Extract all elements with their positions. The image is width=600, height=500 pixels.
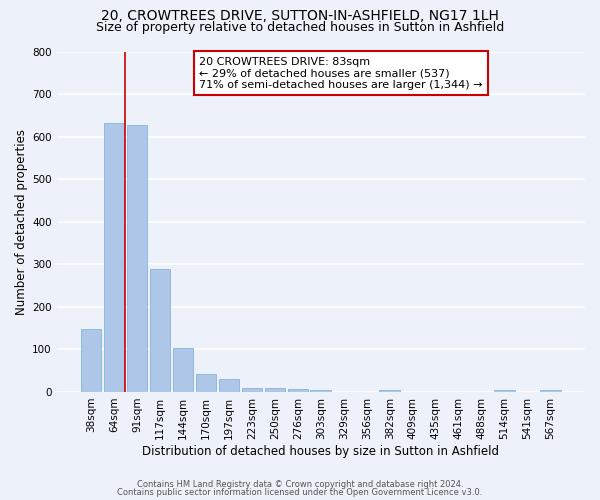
- Bar: [310, 390, 331, 392]
- Bar: [242, 388, 262, 392]
- Text: Contains public sector information licensed under the Open Government Licence v3: Contains public sector information licen…: [118, 488, 482, 497]
- Bar: [173, 348, 193, 392]
- Text: Contains HM Land Registry data © Crown copyright and database right 2024.: Contains HM Land Registry data © Crown c…: [137, 480, 463, 489]
- Bar: [218, 379, 239, 392]
- Bar: [127, 125, 148, 392]
- Bar: [287, 388, 308, 392]
- Bar: [149, 270, 170, 392]
- X-axis label: Distribution of detached houses by size in Sutton in Ashfield: Distribution of detached houses by size …: [142, 444, 499, 458]
- Bar: [80, 329, 101, 392]
- Bar: [196, 374, 216, 392]
- Bar: [104, 123, 124, 392]
- Bar: [494, 390, 515, 392]
- Y-axis label: Number of detached properties: Number of detached properties: [15, 128, 28, 314]
- Text: 20 CROWTREES DRIVE: 83sqm
← 29% of detached houses are smaller (537)
71% of semi: 20 CROWTREES DRIVE: 83sqm ← 29% of detac…: [199, 56, 483, 90]
- Bar: [379, 390, 400, 392]
- Text: 20, CROWTREES DRIVE, SUTTON-IN-ASHFIELD, NG17 1LH: 20, CROWTREES DRIVE, SUTTON-IN-ASHFIELD,…: [101, 9, 499, 23]
- Bar: [541, 390, 561, 392]
- Text: Size of property relative to detached houses in Sutton in Ashfield: Size of property relative to detached ho…: [96, 21, 504, 34]
- Bar: [265, 388, 285, 392]
